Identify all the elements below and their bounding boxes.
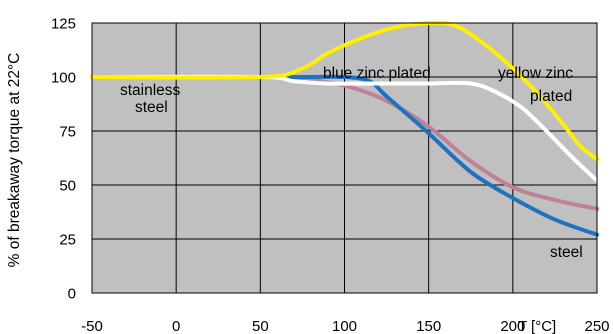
x-axis-ticks: -50 0 50 100 150 200 250: [81, 318, 609, 334]
y-tick-label: 50: [59, 178, 76, 195]
annotation-stainless-steel: steel: [135, 99, 168, 116]
annotation-steel: steel: [550, 244, 583, 261]
x-tick-label: 150: [416, 318, 441, 334]
annotation-yellow-zinc: yellow zinc: [498, 65, 573, 82]
y-tick-label: 75: [59, 124, 76, 141]
series-line-blue-zinc-plated: [90, 74, 599, 183]
x-axis-label: T [°C]: [518, 318, 556, 334]
annotation-stainless: stainless: [120, 82, 181, 99]
annotation-yellow-plated: plated: [530, 88, 572, 105]
x-tick-label: 250: [584, 318, 609, 334]
x-tick-label: 50: [252, 318, 269, 334]
x-tick-label: 0: [172, 318, 180, 334]
annotations: stainless steel blue zinc plated yellow …: [120, 65, 583, 261]
y-axis-ticks: 0 25 50 75 100 125: [51, 16, 76, 303]
y-tick-label: 0: [68, 286, 76, 303]
plot-frame: [91, 22, 598, 294]
annotation-blue-zinc-plated: blue zinc plated: [323, 65, 431, 82]
y-tick-label: 125: [51, 16, 76, 33]
x-tick-label: -50: [81, 318, 103, 334]
x-tick-label: 200: [500, 318, 525, 334]
y-axis-label: % of breakaway torque at 22°C: [6, 53, 23, 268]
y-tick-label: 25: [59, 232, 76, 249]
x-tick-label: 100: [332, 318, 357, 334]
y-tick-label: 100: [51, 70, 76, 87]
plot-area: [90, 20, 599, 294]
